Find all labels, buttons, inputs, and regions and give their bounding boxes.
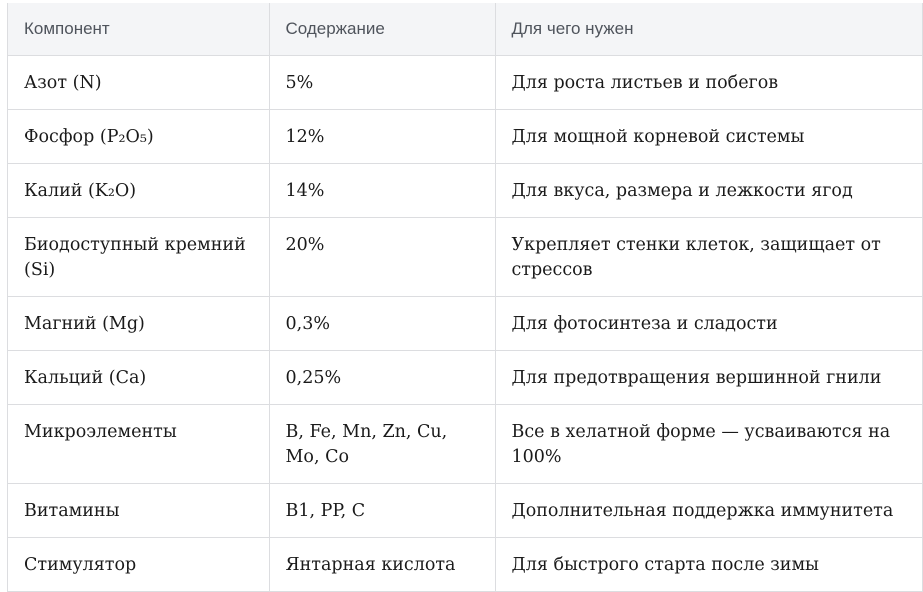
cell-content: Янтарная кислота xyxy=(269,537,496,591)
table-row: Микроэлементы B, Fe, Mn, Zn, Cu, Mo, Co … xyxy=(8,404,922,484)
table-header: Компонент Содержание Для чего нужен xyxy=(8,3,922,56)
table-header-row: Компонент Содержание Для чего нужен xyxy=(8,3,922,56)
fertilizer-composition-table-container: Компонент Содержание Для чего нужен Азот… xyxy=(7,3,923,592)
cell-content: B, Fe, Mn, Zn, Cu, Mo, Co xyxy=(269,404,496,484)
table-row: Азот (N) 5% Для роста листьев и побегов xyxy=(8,55,922,110)
cell-component: Микроэлементы xyxy=(8,404,270,484)
cell-component: Витамины xyxy=(8,483,270,538)
cell-content: 20% xyxy=(269,217,496,297)
cell-purpose: Дополнительная поддержка иммунитета xyxy=(495,483,922,538)
cell-content: 0,3% xyxy=(269,296,496,351)
column-header-purpose: Для чего нужен xyxy=(495,3,922,56)
cell-content: 12% xyxy=(269,109,496,164)
cell-purpose: Для роста листьев и побегов xyxy=(495,55,922,110)
cell-purpose: Для фотосинтеза и сладости xyxy=(495,296,922,351)
cell-purpose: Для мощной корневой системы xyxy=(495,109,922,164)
cell-purpose: Для быстрого старта после зимы xyxy=(511,555,819,575)
cell-purpose: Для предотвращения вершинной гнили xyxy=(495,350,922,405)
cell-content: 5% xyxy=(269,55,496,110)
cell-purpose: Для вкуса, размера и лежкости ягод xyxy=(495,163,922,218)
column-header-content: Содержание xyxy=(269,3,496,56)
cell-purpose: Все в хелатной форме — усваиваются на 10… xyxy=(495,404,922,484)
table-row: Стимулятор Янтарная кислота Для быстрого… xyxy=(8,537,922,591)
table-row: Фосфор (P₂O₅) 12% Для мощной корневой си… xyxy=(8,109,922,164)
cell-component: Калий (K₂O) xyxy=(8,163,270,218)
cell-purpose: Укрепляет стенки клеток, защищает от стр… xyxy=(495,217,922,297)
table-row: Магний (Mg) 0,3% Для фотосинтеза и сладо… xyxy=(8,296,922,351)
cell-content: 0,25% xyxy=(269,350,496,405)
cell-component: Биодоступный кремний (Si) xyxy=(8,217,270,297)
table-row: Калий (K₂O) 14% Для вкуса, размера и леж… xyxy=(8,163,922,218)
cell-component: Магний (Mg) xyxy=(8,296,270,351)
cell-component: Кальций (Ca) xyxy=(8,350,270,405)
cell-component: Стимулятор xyxy=(8,537,270,591)
table-row: Кальций (Ca) 0,25% Для предотвращения ве… xyxy=(8,350,922,405)
table-row: Биодоступный кремний (Si) 20% Укрепляет … xyxy=(8,217,922,297)
fertilizer-composition-table: Компонент Содержание Для чего нужен Азот… xyxy=(8,3,922,591)
cell-content: B1, PP, C xyxy=(269,483,496,538)
cell-component: Фосфор (P₂O₅) xyxy=(8,109,270,164)
cell-content: 14% xyxy=(269,163,496,218)
table-body: Азот (N) 5% Для роста листьев и побегов … xyxy=(8,55,922,591)
cell-component: Азот (N) xyxy=(8,55,270,110)
column-header-component: Компонент xyxy=(8,3,270,56)
table-row: Витамины B1, PP, C Дополнительная поддер… xyxy=(8,483,922,538)
